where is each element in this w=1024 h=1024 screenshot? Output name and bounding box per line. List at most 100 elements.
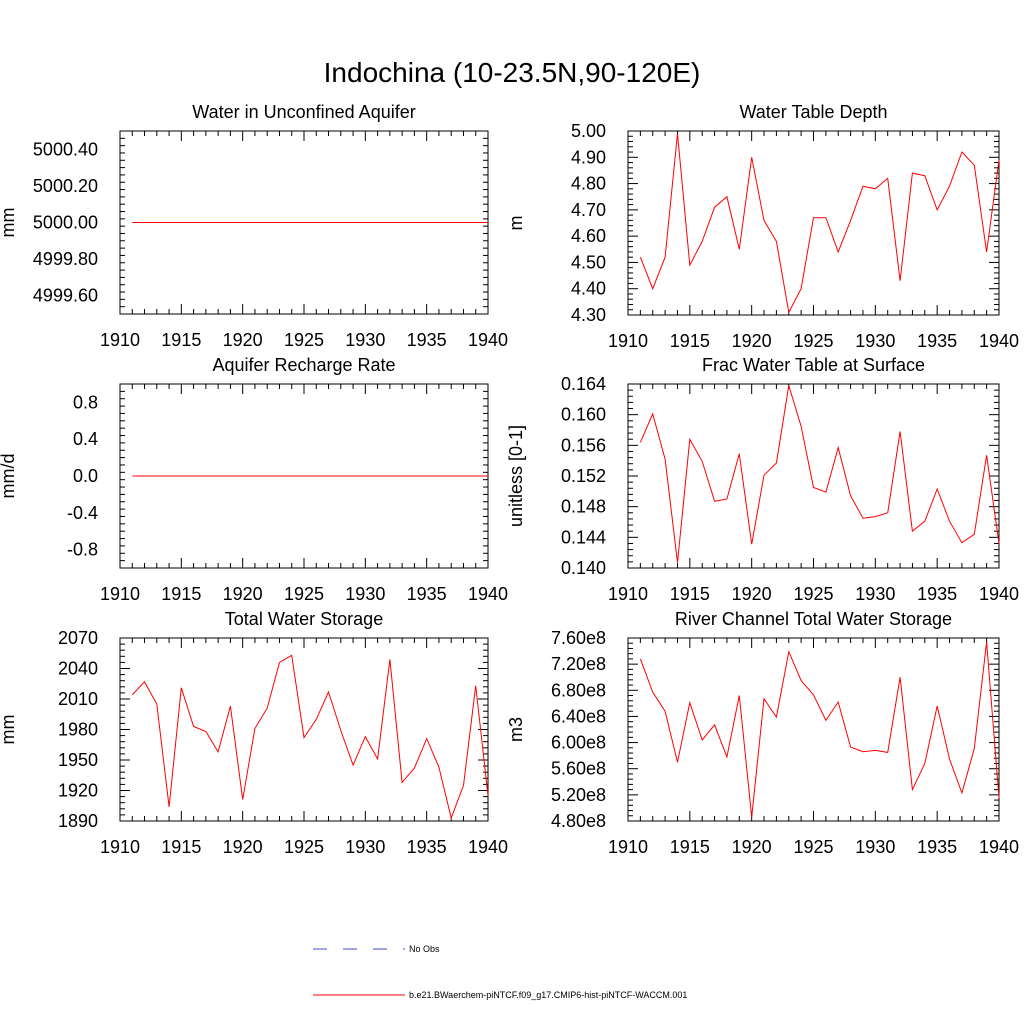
- y-tick-label: 4.30: [571, 305, 606, 325]
- plot-frame: [627, 637, 1000, 822]
- chart-title: Aquifer Recharge Rate: [212, 355, 395, 375]
- chart-panel: Water in Unconfined Aquifer mm 1910 1915 192…: [0, 102, 508, 350]
- y-tick-label: 4.70: [571, 200, 606, 220]
- x-tick-label: 1915: [670, 331, 710, 351]
- y-tick-label: 4.60: [571, 226, 606, 246]
- x-tick-label: 1910: [100, 330, 140, 350]
- y-tick-label: 4.80e8: [551, 811, 606, 831]
- y-axis-label: mm: [0, 208, 18, 238]
- y-tick-label: 5000.00: [33, 213, 98, 233]
- x-tick-label: 1925: [793, 584, 833, 604]
- x-tick-label: 1935: [407, 584, 447, 604]
- x-tick-label: 1940: [979, 584, 1019, 604]
- y-tick-label: -0.4: [67, 503, 98, 523]
- x-tick-label: 1930: [345, 837, 385, 857]
- x-tick-label: 1930: [855, 331, 895, 351]
- x-tick-label: 1910: [608, 331, 648, 351]
- y-axis-label: mm: [0, 715, 18, 745]
- y-tick-label: 6.00e8: [551, 733, 606, 753]
- x-tick-label: 1925: [284, 837, 324, 857]
- y-tick-label: 7.20e8: [551, 654, 606, 674]
- x-tick-label: 1920: [732, 331, 772, 351]
- y-tick-label: 6.40e8: [551, 706, 606, 726]
- y-tick-label: -0.8: [67, 540, 98, 560]
- x-tick-label: 1935: [917, 584, 957, 604]
- series-line: [639, 385, 1000, 563]
- x-tick-label: 1920: [732, 584, 772, 604]
- x-tick-label: 1915: [161, 584, 201, 604]
- x-tick-label: 1940: [979, 837, 1019, 857]
- y-tick-label: 6.80e8: [551, 680, 606, 700]
- y-tick-label: 0.8: [73, 392, 98, 412]
- y-tick-label: 7.60e8: [551, 628, 606, 648]
- y-tick-label: 0.152: [561, 466, 606, 486]
- legend-label-model: b.e21.BWaerchem-piNTCF.f09_g17.CMIP6-his…: [409, 990, 687, 1000]
- figure-title: Indochina (10-23.5N,90-120E): [324, 57, 701, 88]
- x-tick-label: 1940: [979, 331, 1019, 351]
- y-axis-label: mm/d: [0, 454, 18, 499]
- y-tick-label: 0.164: [561, 374, 606, 394]
- x-tick-label: 1935: [407, 330, 447, 350]
- chart-panel: River Channel Total Water Storage m3 1910 1…: [506, 609, 1019, 857]
- x-tick-label: 1940: [468, 837, 508, 857]
- y-tick-label: 0.4: [73, 429, 98, 449]
- x-tick-label: 1910: [100, 584, 140, 604]
- series-line: [639, 641, 1000, 818]
- x-tick-label: 1920: [223, 330, 263, 350]
- x-tick-label: 1920: [223, 837, 263, 857]
- series-line: [639, 133, 1000, 314]
- chart-panel: Water Table Depth m 1910 1915 1920 1925 1930 19…: [506, 102, 1019, 351]
- chart-title: Total Water Storage: [225, 609, 383, 629]
- x-tick-label: 1910: [608, 837, 648, 857]
- x-tick-label: 1910: [608, 584, 648, 604]
- x-tick-label: 1935: [917, 837, 957, 857]
- y-axis-label: m: [506, 216, 526, 231]
- chart-title: Water in Unconfined Aquifer: [192, 102, 415, 122]
- x-tick-label: 1940: [468, 330, 508, 350]
- x-tick-label: 1925: [793, 331, 833, 351]
- x-tick-label: 1915: [161, 837, 201, 857]
- x-tick-label: 1930: [855, 584, 895, 604]
- x-tick-label: 1940: [468, 584, 508, 604]
- x-tick-label: 1915: [161, 330, 201, 350]
- y-tick-label: 0.144: [561, 527, 606, 547]
- y-tick-label: 4.40: [571, 279, 606, 299]
- y-tick-label: 2040: [58, 659, 98, 679]
- chart-title: Frac Water Table at Surface: [702, 355, 925, 375]
- x-tick-label: 1915: [670, 584, 710, 604]
- x-tick-label: 1925: [793, 837, 833, 857]
- y-tick-label: 0.0: [73, 466, 98, 486]
- y-tick-label: 4.90: [571, 147, 606, 167]
- x-tick-label: 1935: [407, 837, 447, 857]
- x-tick-label: 1925: [284, 584, 324, 604]
- y-tick-label: 0.148: [561, 497, 606, 517]
- legend-label-no-obs: No Obs: [409, 944, 440, 954]
- y-axis-label: m3: [506, 717, 526, 742]
- y-tick-label: 0.140: [561, 558, 606, 578]
- chart-panel: Total Water Storage mm 1910 1915 1920 1925 193…: [0, 609, 508, 857]
- chart-panel: Frac Water Table at Surface unitless [0-1…: [506, 355, 1019, 604]
- plot-frame: [627, 130, 1000, 316]
- y-tick-label: 1980: [58, 720, 98, 740]
- y-tick-label: 5000.40: [33, 139, 98, 159]
- y-tick-label: 4.50: [571, 252, 606, 272]
- y-tick-label: 5.20e8: [551, 785, 606, 805]
- y-tick-label: 4999.60: [33, 286, 98, 306]
- plot-frame: [627, 383, 1000, 569]
- x-tick-label: 1915: [670, 837, 710, 857]
- y-tick-label: 1890: [58, 811, 98, 831]
- y-tick-label: 5.60e8: [551, 759, 606, 779]
- y-tick-label: 4.80: [571, 174, 606, 194]
- x-tick-label: 1930: [855, 837, 895, 857]
- y-tick-label: 1950: [58, 750, 98, 770]
- x-tick-label: 1930: [345, 584, 385, 604]
- x-tick-label: 1925: [284, 330, 324, 350]
- chart-title: River Channel Total Water Storage: [675, 609, 952, 629]
- y-tick-label: 4999.80: [33, 249, 98, 269]
- x-tick-label: 1935: [917, 331, 957, 351]
- y-tick-label: 5.00: [571, 121, 606, 141]
- y-tick-label: 5000.20: [33, 176, 98, 196]
- y-axis-label: unitless [0-1]: [506, 425, 526, 527]
- y-tick-label: 0.156: [561, 435, 606, 455]
